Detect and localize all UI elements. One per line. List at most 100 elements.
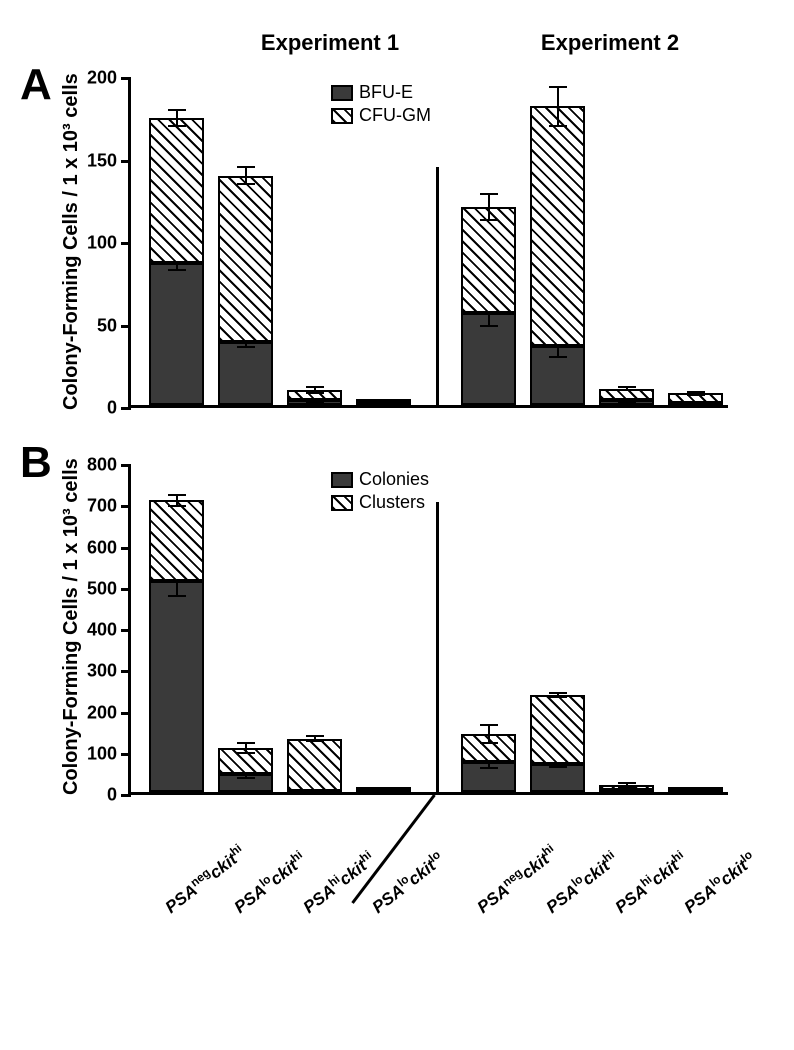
panel-a-divider <box>436 167 439 405</box>
error-cap <box>549 356 567 358</box>
error-cap <box>168 494 186 496</box>
error-cap <box>618 790 636 792</box>
legend-label-clusters: Clusters <box>359 492 425 513</box>
y-tick <box>121 505 131 508</box>
bar <box>530 106 585 405</box>
legend-label-bfu-e: BFU-E <box>359 82 413 103</box>
bar <box>530 695 585 792</box>
bar <box>461 207 516 405</box>
error-cap <box>549 696 567 698</box>
y-tick <box>121 160 131 163</box>
diagonal-divider <box>128 795 728 1015</box>
bar-segment-hatch <box>356 399 411 403</box>
bar-segment-solid <box>149 263 204 405</box>
bar-segment-hatch <box>149 500 204 580</box>
error-cap <box>306 386 324 388</box>
y-tick <box>121 407 131 410</box>
error-cap <box>237 346 255 348</box>
error-cap <box>237 752 255 754</box>
bar <box>599 785 654 792</box>
error-cap <box>618 401 636 403</box>
error-cap <box>168 505 186 507</box>
legend-swatch-hatch <box>331 108 353 124</box>
y-tick <box>121 547 131 550</box>
error-cap <box>306 392 324 394</box>
panel-b-label: B <box>20 438 52 488</box>
y-tick-label: 0 <box>107 398 117 419</box>
error-cap <box>306 791 324 793</box>
y-tick <box>121 588 131 591</box>
bar-segment-solid <box>218 342 273 405</box>
error-cap <box>618 386 636 388</box>
error-cap <box>687 790 705 792</box>
bar <box>149 500 204 792</box>
error-cap <box>237 742 255 744</box>
y-tick-label: 300 <box>87 661 117 682</box>
y-tick-label: 0 <box>107 785 117 806</box>
legend-swatch-solid <box>331 472 353 488</box>
bar-segment-hatch <box>530 106 585 345</box>
y-tick <box>121 242 131 245</box>
bar <box>218 748 273 792</box>
y-tick-label: 150 <box>87 150 117 171</box>
y-tick-label: 700 <box>87 496 117 517</box>
y-tick <box>121 670 131 673</box>
error-cap <box>306 740 324 742</box>
error-cap <box>168 125 186 127</box>
y-tick-label: 400 <box>87 620 117 641</box>
error-cap <box>168 109 186 111</box>
error-cap <box>549 692 567 694</box>
experiment-headers: Experiment 1 Experiment 2 <box>190 30 750 56</box>
error-bar <box>245 167 247 184</box>
error-cap <box>237 183 255 185</box>
y-tick-label: 50 <box>97 315 117 336</box>
bar <box>668 790 723 792</box>
panel-a-legend: BFU-E CFU-GM <box>331 82 431 128</box>
bar-segment-solid <box>149 581 204 792</box>
error-cap <box>549 86 567 88</box>
bar-segment-hatch <box>149 118 204 263</box>
error-cap <box>168 269 186 271</box>
panel-a-ylabel: Colony-Forming Cells / 1 x 10³ cells <box>60 73 83 410</box>
header-exp1: Experiment 1 <box>261 30 399 56</box>
bar <box>461 734 516 792</box>
error-bar <box>488 194 490 220</box>
bar <box>287 390 342 405</box>
y-tick-label: 600 <box>87 537 117 558</box>
error-cap <box>618 786 636 788</box>
legend-label-cfu-gm: CFU-GM <box>359 105 431 126</box>
bar-segment-hatch <box>218 176 273 343</box>
error-bar <box>176 110 178 127</box>
y-tick <box>121 464 131 467</box>
bar <box>356 790 411 792</box>
panel-b-ylabel: Colony-Forming Cells / 1 x 10³ cells <box>60 458 83 795</box>
y-tick <box>121 712 131 715</box>
bar <box>356 400 411 405</box>
figure-root: Experiment 1 Experiment 2 A Colony-Formi… <box>20 20 774 1030</box>
error-cap <box>687 391 705 393</box>
legend-swatch-hatch <box>331 495 353 511</box>
error-cap <box>480 219 498 221</box>
legend-swatch-solid <box>331 85 353 101</box>
bar <box>668 393 723 405</box>
y-tick <box>121 753 131 756</box>
y-tick-label: 200 <box>87 68 117 89</box>
error-cap <box>618 389 636 391</box>
y-tick-label: 100 <box>87 743 117 764</box>
panel-b-legend: Colonies Clusters <box>331 469 429 515</box>
error-bar <box>488 725 490 743</box>
error-cap <box>480 724 498 726</box>
error-cap <box>306 735 324 737</box>
error-cap <box>480 742 498 744</box>
error-cap <box>549 125 567 127</box>
y-tick-label: 500 <box>87 578 117 599</box>
panel-a-plot: 050100150200 BFU-E CFU-GM <box>128 78 728 408</box>
y-tick-label: 100 <box>87 233 117 254</box>
y-tick-label: 200 <box>87 702 117 723</box>
error-cap <box>480 767 498 769</box>
bar-segment-hatch <box>287 739 342 791</box>
bar <box>149 118 204 405</box>
y-tick <box>121 77 131 80</box>
bar <box>218 176 273 405</box>
panel-b-plot: 0100200300400500600700800 Colonies Clust… <box>128 465 728 795</box>
